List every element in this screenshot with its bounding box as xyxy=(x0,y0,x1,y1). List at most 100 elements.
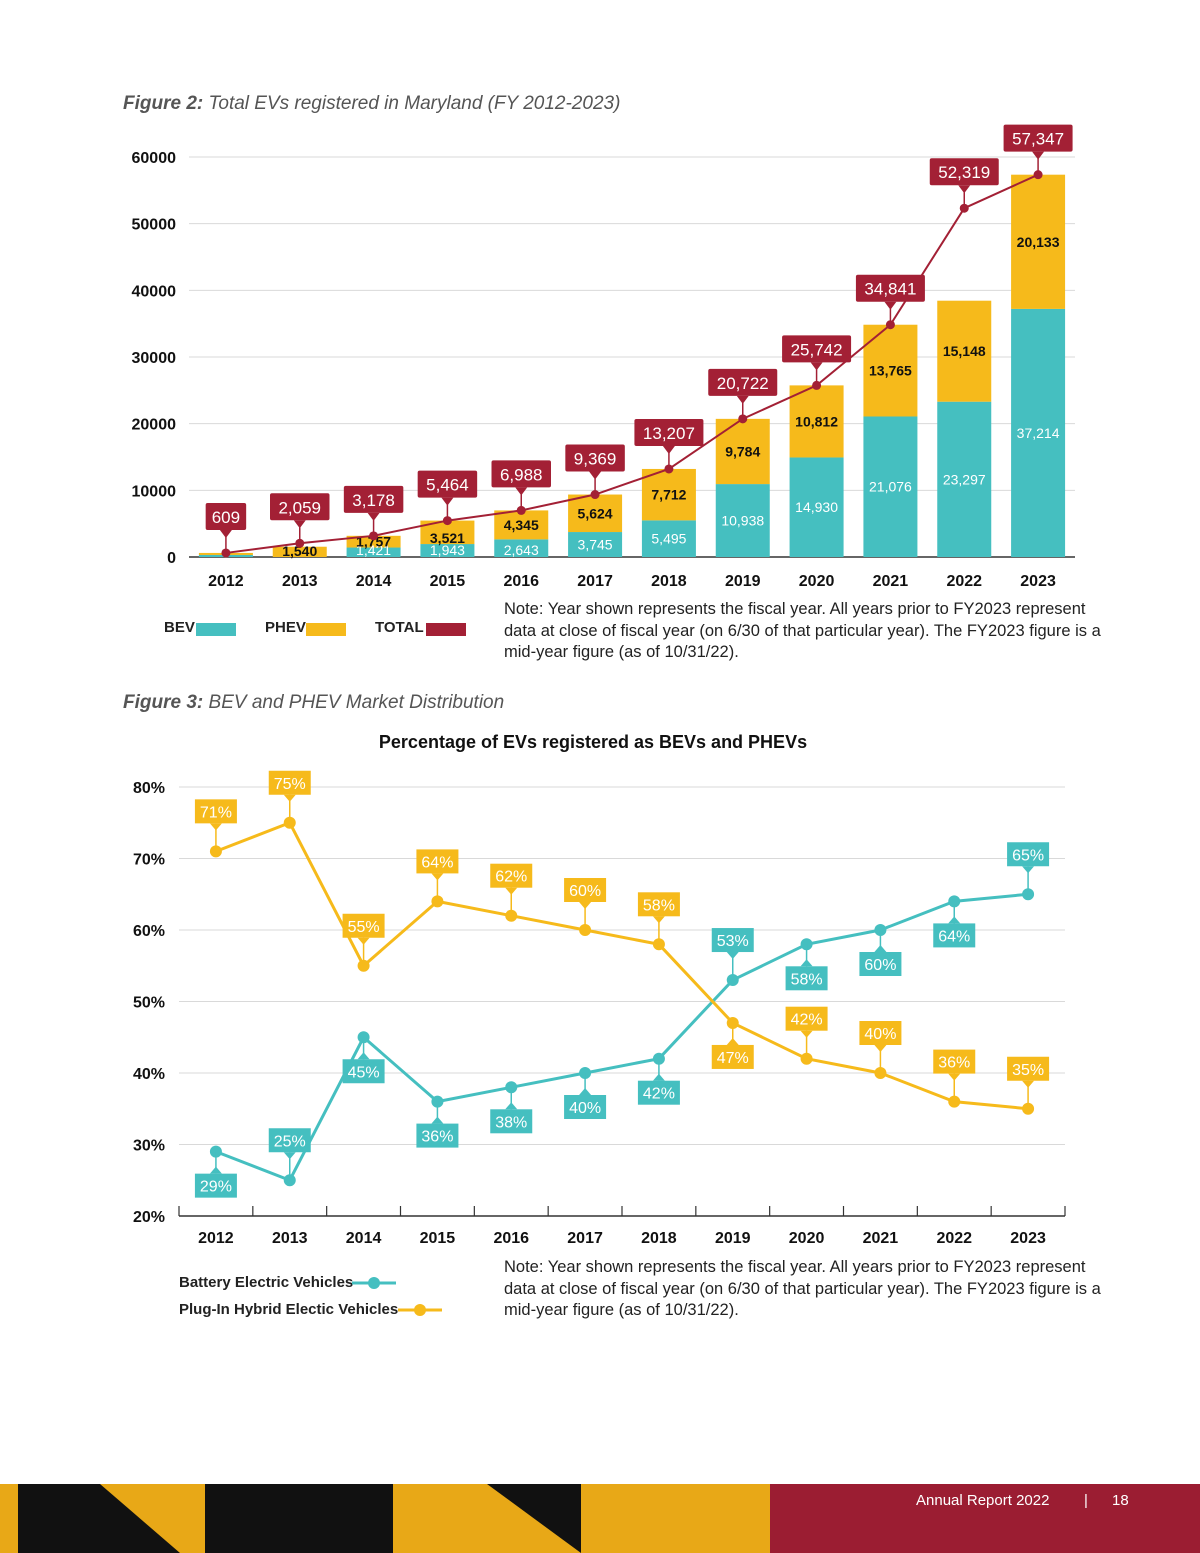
total-label-box xyxy=(491,460,551,488)
total-label-pointer xyxy=(515,487,528,496)
legend-bev-swatch xyxy=(196,623,236,636)
phev-data-label: 13,765 xyxy=(869,363,912,379)
total-label-pointer xyxy=(958,185,971,194)
total-data-label: 6,988 xyxy=(491,460,551,511)
x-tick-label: 2014 xyxy=(346,1230,382,1247)
total-label-pointer xyxy=(1032,151,1045,160)
label-box xyxy=(416,1123,459,1148)
bev-data-label: 10,938 xyxy=(721,513,764,529)
label-text: 60% xyxy=(569,883,601,900)
label-box xyxy=(194,1173,237,1198)
phev-point xyxy=(726,1016,739,1029)
x-tick-label: 2021 xyxy=(863,1230,899,1247)
label-box xyxy=(194,799,237,824)
label-text: 64% xyxy=(938,928,970,945)
total-data-label: 609 xyxy=(205,502,247,553)
bev-point xyxy=(800,938,813,951)
label-text: 42% xyxy=(791,1012,823,1029)
total-label-box xyxy=(782,335,852,363)
total-data-label: 34,841 xyxy=(855,274,925,325)
bar-bev-segment xyxy=(641,520,696,557)
legend-phev-swatch xyxy=(306,623,346,636)
legend-battery-electric-marker xyxy=(352,1277,396,1289)
x-tick-label: 2012 xyxy=(208,573,244,590)
bev-data-label: 5,495 xyxy=(651,531,686,547)
bev-data-label: 42% xyxy=(637,1058,680,1105)
x-tick-label: 2019 xyxy=(725,573,761,590)
bev-data-label: 53% xyxy=(711,928,754,981)
label-box xyxy=(564,1095,607,1119)
footer-banner xyxy=(0,1484,1200,1553)
y-tick-label: 40000 xyxy=(132,283,177,300)
bev-data-label: 23,297 xyxy=(943,471,986,487)
label-pointer xyxy=(431,1116,444,1124)
total-data-label: 57,347 xyxy=(1003,124,1073,175)
label-pointer xyxy=(800,1030,813,1038)
total-label-text: 25,742 xyxy=(791,340,843,359)
y-tick-label: 20% xyxy=(133,1209,165,1226)
x-tick-label: 2016 xyxy=(493,1230,529,1247)
phev-data-label: 10,812 xyxy=(795,413,838,429)
phev-data-label: 4,345 xyxy=(504,517,539,533)
total-label-text: 57,347 xyxy=(1012,130,1064,149)
x-tick-label: 2020 xyxy=(789,1230,825,1247)
total-label-text: 6,988 xyxy=(500,465,543,484)
total-data-label: 52,319 xyxy=(929,158,999,209)
label-text: 58% xyxy=(643,897,675,914)
x-tick-label: 2015 xyxy=(430,573,466,590)
label-pointer xyxy=(1022,1080,1035,1088)
label-pointer xyxy=(431,873,444,881)
legend-bev-label: BEV xyxy=(164,619,195,636)
label-box xyxy=(933,1049,976,1074)
total-label-pointer xyxy=(589,471,602,480)
phev-data-label: 55% xyxy=(342,913,385,966)
bev-data-label: 64% xyxy=(933,901,976,948)
label-pointer xyxy=(283,1152,296,1160)
y-tick-label: 70% xyxy=(133,852,165,869)
label-box xyxy=(859,1021,902,1045)
label-text: 53% xyxy=(717,933,749,950)
bar-bev-segment xyxy=(863,416,918,557)
x-tick-label: 2021 xyxy=(873,573,909,590)
label-pointer xyxy=(357,937,370,945)
total-label-box xyxy=(417,470,478,498)
legend-phev-label: PHEV xyxy=(265,619,306,636)
bev-data-label: 36% xyxy=(416,1101,459,1148)
bar-bev-segment xyxy=(1011,308,1066,557)
phev-data-label: 7,712 xyxy=(651,487,686,503)
total-label-text: 13,207 xyxy=(643,424,695,443)
bar-phev-segment xyxy=(937,300,992,402)
bar-phev-segment xyxy=(1011,174,1066,309)
label-text: 65% xyxy=(1012,847,1044,864)
phev-data-label: 20,133 xyxy=(1017,234,1060,250)
label-pointer xyxy=(283,794,296,802)
footer-flag-black-block-2 xyxy=(205,1484,393,1553)
label-box xyxy=(711,928,754,953)
label-box xyxy=(859,952,902,976)
total-label-text: 52,319 xyxy=(938,163,990,182)
x-tick-label: 2019 xyxy=(715,1230,751,1247)
total-label-box xyxy=(855,274,925,302)
bar-phev-segment xyxy=(420,520,475,545)
label-box xyxy=(785,1006,828,1031)
footer-separator: | xyxy=(1084,1492,1088,1509)
bev-data-label: 1,421 xyxy=(356,542,391,558)
label-text: 58% xyxy=(791,971,823,988)
y-tick-label: 20000 xyxy=(132,417,177,434)
label-box xyxy=(342,1059,385,1084)
bar-phev-segment xyxy=(641,468,696,521)
total-label-text: 3,178 xyxy=(352,491,395,510)
bev-data-label: 3,745 xyxy=(578,537,613,553)
label-text: 64% xyxy=(421,854,453,871)
label-text: 71% xyxy=(200,804,232,821)
legend-plug-in-hybrid-label: Plug-In Hybrid Electic Vehicles xyxy=(179,1301,399,1318)
figure-2-caption: Figure 2: Total EVs registered in Maryla… xyxy=(123,93,620,115)
phev-data-label: 71% xyxy=(194,799,237,852)
label-text: 38% xyxy=(495,1114,527,1131)
label-box xyxy=(268,770,311,795)
label-pointer xyxy=(948,916,961,924)
total-label-text: 5,464 xyxy=(426,476,469,495)
bar-bev-segment xyxy=(937,401,992,557)
total-point xyxy=(442,516,452,526)
legend-plug-in-hybrid-marker xyxy=(398,1304,442,1316)
